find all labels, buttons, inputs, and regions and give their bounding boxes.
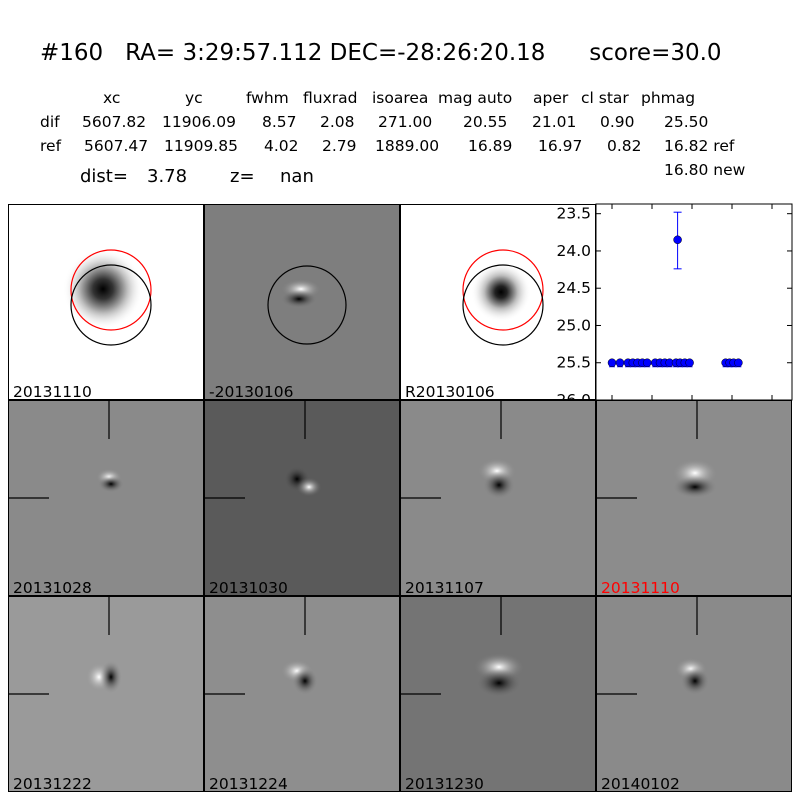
stamp-panel[interactable]: 20131030 [204,400,400,596]
ref-aper: 16.97 [538,137,583,155]
stamp-image [401,597,525,697]
z-value: nan [280,166,314,187]
col-header-phmag: phmag [641,89,696,107]
stamp-date-label: 20131028 [13,579,92,596]
stamp-image [401,401,517,499]
col-header-aper: aper [533,89,569,107]
stamp-panel[interactable]: 20131222 [8,596,204,792]
stamp-panel[interactable]: 20131224 [204,596,400,792]
ref-aperture-circle [70,249,152,331]
ref-fwhm: 4.02 [264,137,299,155]
y-tick-label: 23.5 [556,205,591,223]
dif-aperture-circle [462,264,544,346]
panel-label: -20130106 [209,383,294,400]
row-label-dif: dif [40,113,60,131]
stamp-panel[interactable]: 20131230 [400,596,596,792]
negative-lobe [476,669,522,697]
panel-ref-image[interactable]: R20130106 [400,204,596,400]
negative-lobe [292,667,318,695]
stamp-image [597,401,718,499]
limit-point [615,358,625,367]
dif-fwhm: 8.57 [262,113,297,131]
negative-lobe [99,660,123,694]
dist-label: dist= [80,166,128,187]
stamp-image [205,401,322,499]
dist-value: 3.78 [147,166,188,187]
new-phmag: 16.80 new [664,161,746,179]
negative-lobe [672,475,718,499]
ref-isoarea: 1889.00 [375,137,440,155]
panel-label: R20130106 [405,383,495,400]
source-blob [63,249,143,329]
stamp-date-label: 20131030 [209,579,288,596]
stamp-image [205,597,318,695]
col-header-xc: xc [103,89,121,107]
ref-phmag: 16.82 ref [664,137,735,155]
dif-xc: 5607.82 [82,113,147,131]
limit-point [642,358,652,367]
col-header-magauto: mag auto [438,89,513,107]
plot-frame [595,203,793,401]
ref-magauto: 16.89 [468,137,513,155]
dif-phmag: 25.50 [664,113,709,131]
ref-yc: 11909.85 [164,137,238,155]
dif-yc: 11906.09 [162,113,236,131]
col-header-clstar: cl star [581,89,629,107]
dif-magauto: 20.55 [463,113,508,131]
dif-fluxrad: 2.08 [320,113,355,131]
panel-label: 20131110 [13,383,92,400]
y-tick-label: 25.5 [556,354,591,372]
y-tick-label: 25.0 [556,316,591,334]
lightcurve-plot[interactable]: 23.524.024.525.025.526.0-100-50050100 [556,203,793,421]
ref-xc: 5607.47 [84,137,149,155]
source-blob [471,262,531,322]
dif-aper: 21.01 [532,113,577,131]
col-header-isoarea: isoarea [372,89,429,107]
limit-point [607,358,617,367]
stamp-panel[interactable]: 20131110 [596,400,792,596]
aperture-circle [267,265,347,345]
ref-clstar: 0.82 [607,137,642,155]
stamp-date-label: 20131224 [209,775,288,792]
negative-lobe [680,667,710,695]
panel-diff-image[interactable]: -20130106 [204,204,400,400]
limit-point [685,358,694,367]
stamp-image [9,597,123,695]
col-header-fluxrad: fluxrad [303,89,358,107]
stamp-date-label: 20131222 [13,775,92,792]
search-image [63,249,152,346]
z-label: z= [230,166,255,187]
dif-aperture-circle [70,264,152,346]
ref-aperture-circle [462,249,544,331]
stamp-panel[interactable]: 20140102 [596,596,792,792]
lightcurve-svg: 23.524.024.525.025.526.0-100-50050100 [556,203,793,421]
stamp-date-label: 20131110 [601,579,680,596]
positive-lobe [296,477,322,497]
detection-point [673,235,682,245]
stamp-panel[interactable]: 20131107 [400,400,596,596]
ref-image [462,249,544,346]
y-tick-label: 24.0 [556,242,591,260]
dif-isoarea: 271.00 [378,113,433,131]
limit-point [734,358,743,367]
ref-fluxrad: 2.79 [322,137,357,155]
stamp-image [597,597,710,695]
stamp-date-label: 20140102 [601,775,680,792]
stamp-date-label: 20131107 [405,579,484,596]
negative-lobe [483,471,515,499]
stamp-date-label: 20131230 [405,775,484,792]
y-tick-label: 24.5 [556,279,591,297]
panel-search-image[interactable]: 20131110 [8,204,204,400]
negative-lobe [281,290,317,308]
diff-image [267,265,347,345]
dif-clstar: 0.90 [600,113,635,131]
negative-lobe [98,475,124,493]
row-label-ref: ref [40,137,62,155]
candidate-title: #160 RA= 3:29:57.112 DEC=-28:26:20.18 sc… [40,40,722,66]
col-header-fwhm: fwhm [246,89,289,107]
stamp-panel[interactable]: 20131028 [8,400,204,596]
col-header-yc: yc [185,89,203,107]
stamp-image [9,401,124,499]
